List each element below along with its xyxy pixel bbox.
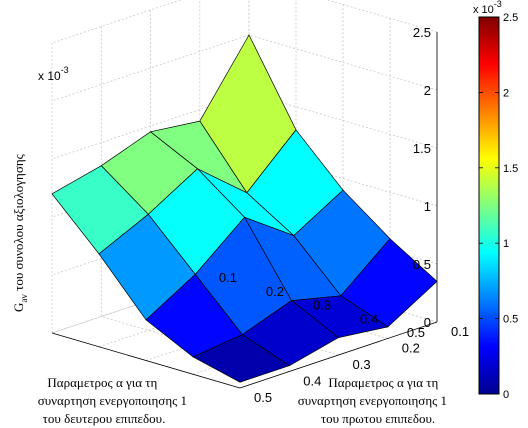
y-tick-label: 0.2 [266, 284, 284, 299]
x-tick-label: 0.2 [402, 341, 420, 356]
z-tick-label: 2 [424, 83, 431, 98]
z-tick-label: 1.5 [413, 141, 431, 156]
y-tick-label: 0.4 [360, 311, 378, 326]
grid-line-z [51, 150, 438, 218]
colorbar-tick-label: 0.5 [503, 314, 518, 326]
x-tick-label: 0.1 [451, 324, 469, 339]
surface-patches [51, 34, 438, 383]
z-axis-label: Gav του συνολου αξιολογησης [11, 153, 29, 312]
x-tick-label: 0.3 [353, 357, 371, 372]
colorbar-tick-label: 1.5 [503, 163, 518, 175]
axis-labels: x 10-3 Gav του συνολου αξιολογησης Παραμ… [11, 65, 451, 426]
surface-patch [192, 334, 291, 383]
grid-line-z [51, 92, 438, 160]
x-tick-label: 0.5 [254, 390, 272, 405]
x-tick-label: 0.4 [303, 374, 321, 389]
colorbar: x 10-3 [473, 0, 502, 395]
z-tick-label: 2.5 [413, 25, 431, 40]
colorbar-tick-label: 0 [503, 389, 509, 401]
colorbar-exponent: x 10-3 [473, 0, 502, 16]
x-axis-line [51, 332, 241, 389]
axis-tick-labels: 00.511.522.50.10.20.30.40.5 0.10.20.30.40… [219, 25, 469, 405]
y-tick-label: 0.3 [313, 298, 331, 313]
y-axis-label: Παραμετρος α για τη συναρτηση ενεργοποιη… [38, 375, 191, 426]
x-axis-label: Παραμετρος α για τη συναρτηση ενεργοποιη… [298, 375, 451, 426]
grid-line-z [51, 0, 438, 44]
z-tick-label: 0.5 [413, 257, 431, 272]
colorbar-tick-label: 1 [503, 238, 509, 250]
z-tick-label: 0 [424, 315, 431, 330]
z-tick-label: 1 [424, 199, 431, 214]
colorbar-tick-label: 2 [503, 87, 509, 99]
grid-line-z [51, 34, 438, 102]
colorbar-tick-label: 2.5 [503, 12, 518, 24]
colorbar-gradient [478, 16, 500, 395]
y-tick-label: 0.5 [407, 325, 425, 340]
z-exponent: x 10-3 [38, 65, 69, 83]
y-axis-line [239, 321, 438, 389]
y-tick-label: 0.1 [219, 270, 237, 285]
colorbar-ticks: 0 0.5 1 1.5 2 2.5 [479, 12, 518, 401]
